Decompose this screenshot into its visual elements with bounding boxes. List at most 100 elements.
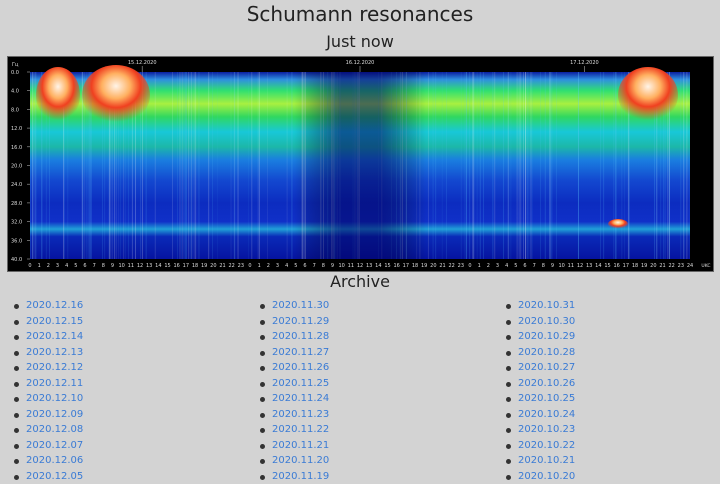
- date-label: 17.12.2020: [570, 60, 599, 66]
- x-tick-label: 18: [412, 263, 418, 269]
- x-tick-label: 6: [303, 263, 306, 269]
- archive-link[interactable]: 2020.11.25: [272, 378, 329, 389]
- archive-item: 2020.11.19: [258, 469, 329, 484]
- archive-item: 2020.10.27: [504, 360, 575, 376]
- x-tick-label: 24: [687, 263, 693, 269]
- x-tick-label: 16: [393, 263, 399, 269]
- x-tick-label: 15: [604, 263, 610, 269]
- archive-link[interactable]: 2020.11.26: [272, 362, 329, 373]
- archive-link[interactable]: 2020.11.24: [272, 393, 329, 404]
- x-tick-label: 2: [47, 263, 50, 269]
- hot-region: [608, 219, 628, 229]
- archive-link[interactable]: 2020.12.06: [26, 455, 83, 466]
- x-tick-label: 16: [173, 263, 179, 269]
- archive-link[interactable]: 2020.12.08: [26, 424, 83, 435]
- archive-link[interactable]: 2020.12.12: [26, 362, 83, 373]
- archive-item: 2020.11.26: [258, 360, 329, 376]
- y-tick-label: 20.0: [11, 164, 22, 170]
- archive-item: 2020.12.11: [12, 376, 83, 392]
- archive-link[interactable]: 2020.11.29: [272, 316, 329, 327]
- archive-item: 2020.11.25: [258, 376, 329, 392]
- archive-link[interactable]: 2020.12.09: [26, 409, 83, 420]
- x-tick-label: 7: [313, 263, 316, 269]
- archive-link[interactable]: 2020.10.25: [518, 393, 575, 404]
- archive-link[interactable]: 2020.11.23: [272, 409, 329, 420]
- archive-list-december: 2020.12.16 2020.12.15 2020.12.14 2020.12…: [12, 298, 83, 484]
- archive-link[interactable]: 2020.12.15: [26, 316, 83, 327]
- archive-link[interactable]: 2020.10.26: [518, 378, 575, 389]
- x-tick-label: 15: [384, 263, 390, 269]
- x-tick-label: 15: [164, 263, 170, 269]
- x-tick-label: 13: [586, 263, 592, 269]
- x-tick-label: 6: [83, 263, 86, 269]
- archive-item: 2020.10.21: [504, 453, 575, 469]
- x-tick-label: 8: [102, 263, 105, 269]
- x-tick-label: 11: [568, 263, 574, 269]
- x-tick-label: 0: [248, 263, 251, 269]
- archive-item: 2020.10.22: [504, 438, 575, 454]
- x-tick-label: 4: [65, 263, 68, 269]
- archive-item: 2020.11.21: [258, 438, 329, 454]
- archive-item: 2020.10.26: [504, 376, 575, 392]
- x-tick-label: 8: [542, 263, 545, 269]
- archive-link[interactable]: 2020.10.24: [518, 409, 575, 420]
- x-tick-label: 21: [439, 263, 445, 269]
- x-tick-label: 22: [668, 263, 674, 269]
- archive-link[interactable]: 2020.12.14: [26, 331, 83, 342]
- archive-item: 2020.10.31: [504, 298, 575, 314]
- archive-link[interactable]: 2020.10.21: [518, 455, 575, 466]
- x-tick-label: 4: [285, 263, 288, 269]
- x-tick-label: 2: [487, 263, 490, 269]
- x-tick-label: 11: [348, 263, 354, 269]
- archive-link[interactable]: 2020.12.13: [26, 347, 83, 358]
- archive-link[interactable]: 2020.10.28: [518, 347, 575, 358]
- x-tick-label: 22: [228, 263, 234, 269]
- archive-link[interactable]: 2020.11.28: [272, 331, 329, 342]
- archive-link[interactable]: 2020.11.22: [272, 424, 329, 435]
- archive-item: 2020.12.10: [12, 391, 83, 407]
- y-tick-label: 8.0: [11, 107, 19, 113]
- x-tick-label: 17: [183, 263, 189, 269]
- archive-link[interactable]: 2020.11.20: [272, 455, 329, 466]
- archive-link[interactable]: 2020.12.11: [26, 378, 83, 389]
- archive-item: 2020.10.30: [504, 314, 575, 330]
- x-tick-label: 14: [155, 263, 161, 269]
- archive-link[interactable]: 2020.11.21: [272, 440, 329, 451]
- x-tick-label: 9: [551, 263, 554, 269]
- x-tick-label: 19: [641, 263, 647, 269]
- x-tick-label: 7: [533, 263, 536, 269]
- archive-list-october: 2020.10.31 2020.10.30 2020.10.29 2020.10…: [504, 298, 575, 484]
- archive-link[interactable]: 2020.10.23: [518, 424, 575, 435]
- archive-link[interactable]: 2020.10.31: [518, 300, 575, 311]
- archive-link[interactable]: 2020.11.27: [272, 347, 329, 358]
- archive-link[interactable]: 2020.10.22: [518, 440, 575, 451]
- archive-item: 2020.12.13: [12, 345, 83, 361]
- x-tick-label: 10: [338, 263, 344, 269]
- archive-link[interactable]: 2020.10.29: [518, 331, 575, 342]
- x-tick-label: 8: [322, 263, 325, 269]
- archive-link[interactable]: 2020.10.27: [518, 362, 575, 373]
- archive-link[interactable]: 2020.10.30: [518, 316, 575, 327]
- archive-list-november: 2020.11.30 2020.11.29 2020.11.28 2020.11…: [258, 298, 329, 484]
- hot-region: [618, 67, 678, 123]
- x-tick-label: 21: [219, 263, 225, 269]
- x-tick-label: 1: [478, 263, 481, 269]
- archive-item: 2020.11.23: [258, 407, 329, 423]
- archive-item: 2020.12.14: [12, 329, 83, 345]
- archive-link[interactable]: 2020.12.16: [26, 300, 83, 311]
- archive-link[interactable]: 2020.11.30: [272, 300, 329, 311]
- archive-item: 2020.12.16: [12, 298, 83, 314]
- archive-item: 2020.10.24: [504, 407, 575, 423]
- archive-item: 2020.11.22: [258, 422, 329, 438]
- x-tick-label: 23: [238, 263, 244, 269]
- x-tick-label: 5: [514, 263, 517, 269]
- x-axis-unit: UKC: [701, 263, 710, 269]
- x-tick-label: 12: [357, 263, 363, 269]
- x-tick-label: 0: [28, 263, 31, 269]
- x-tick-label: 10: [558, 263, 564, 269]
- x-tick-label: 23: [458, 263, 464, 269]
- archive-link[interactable]: 2020.12.07: [26, 440, 83, 451]
- y-tick-label: 12.0: [11, 126, 22, 132]
- archive-link[interactable]: 2020.12.10: [26, 393, 83, 404]
